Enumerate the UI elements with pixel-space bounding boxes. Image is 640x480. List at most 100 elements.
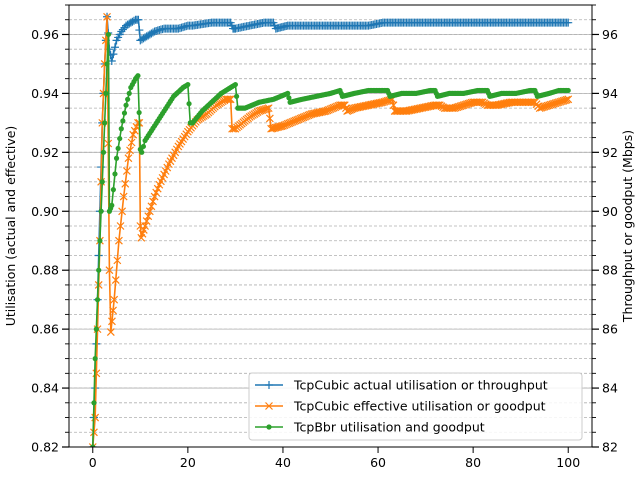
data-point [119, 192, 128, 201]
y-right-tick-label: 90 [602, 204, 618, 219]
legend-item: TcpCubic actual utilisation or throughpu… [255, 378, 548, 393]
data-point [104, 139, 113, 148]
data-point [265, 402, 273, 410]
data-point [109, 306, 117, 315]
data-point [475, 98, 484, 107]
data-point [228, 124, 237, 133]
data-point [286, 95, 292, 101]
series-2 [88, 12, 573, 447]
data-point [127, 138, 136, 147]
y-left-tick-label: 0.94 [31, 86, 59, 101]
data-point [136, 109, 142, 116]
data-point [562, 95, 571, 104]
data-point [226, 95, 235, 104]
data-point [112, 171, 118, 177]
data-point [225, 95, 233, 104]
x-tick-label: 40 [275, 455, 291, 470]
data-point [106, 328, 115, 337]
data-point [264, 104, 273, 113]
data-point [100, 149, 107, 155]
y-left-tick-label: 0.88 [31, 263, 59, 278]
data-point [270, 124, 278, 132]
data-point [99, 179, 105, 185]
data-point [147, 202, 156, 211]
data-point [109, 50, 118, 59]
series-1 [88, 12, 573, 447]
data-point [103, 12, 111, 21]
data-point [120, 118, 126, 124]
data-point [109, 202, 115, 208]
data-point [125, 96, 131, 102]
data-point [141, 222, 149, 230]
data-point [118, 126, 124, 132]
data-point [135, 73, 141, 79]
x-tick-label: 60 [370, 455, 386, 470]
y-right-tick-label: 88 [602, 263, 618, 278]
data-point [265, 381, 273, 389]
data-point [124, 154, 133, 163]
x-tick-label: 0 [89, 455, 97, 470]
data-point [121, 110, 128, 116]
y-left-tick-label: 0.96 [31, 27, 59, 42]
data-point [565, 87, 571, 94]
data-point [105, 31, 112, 38]
data-point [94, 297, 101, 303]
legend-box [248, 372, 583, 441]
data-point [149, 197, 157, 206]
data-point [145, 207, 154, 216]
data-point [122, 167, 131, 175]
data-point [271, 123, 280, 132]
legend-label: TcpCubic effective utilisation or goodpu… [293, 399, 546, 414]
y-left-tick-label: 0.92 [31, 145, 59, 160]
data-point [113, 256, 122, 265]
data-point [448, 104, 457, 113]
data-point [126, 90, 132, 96]
data-point [263, 104, 272, 113]
data-point [117, 135, 123, 142]
data-point [96, 267, 102, 273]
data-point [110, 295, 119, 304]
axes: 0.82 0.84 0.86 0.88 0.90 0.92 0.94 0.96 82 84 86 88… [31, 4, 618, 470]
y-right-tick-label: 94 [602, 86, 618, 101]
data-point [265, 114, 274, 123]
data-point [527, 98, 536, 107]
data-point [126, 146, 134, 155]
data-point [116, 222, 125, 230]
data-point [432, 101, 441, 110]
data-point [185, 81, 191, 88]
y-right-tick-label: 82 [602, 440, 618, 455]
data-point [267, 124, 275, 133]
data-point [121, 179, 130, 188]
data-point [564, 18, 573, 27]
data-point [223, 95, 232, 104]
data-point [186, 101, 192, 107]
data-point [108, 317, 116, 326]
data-point [102, 120, 108, 126]
data-point [123, 102, 129, 108]
data-point [285, 90, 291, 96]
data-point [564, 95, 573, 104]
legend-label: TcpCubic actual utilisation or throughpu… [293, 378, 548, 393]
data-point [105, 266, 114, 275]
data-point [90, 444, 96, 447]
data-point [268, 124, 277, 133]
y-left-tick-label: 0.84 [31, 381, 59, 396]
data-point [113, 155, 120, 161]
data-point [140, 143, 147, 150]
data-point [115, 145, 121, 152]
y-axis-right-label: Throughput or goodput (Mbps) [620, 130, 635, 323]
data-point [273, 123, 281, 132]
x-tick-label: 100 [556, 455, 580, 470]
data-point [110, 43, 119, 52]
y-right-tick-label: 92 [602, 145, 618, 160]
data-point [111, 276, 120, 284]
y-right-tick-label: 84 [602, 381, 618, 396]
legend-item: TcpBbr utilisation and goodput [255, 420, 485, 435]
y-right-tick-label: 86 [602, 322, 618, 337]
data-point [232, 81, 239, 88]
legend-item: TcpCubic effective utilisation or goodpu… [255, 399, 546, 414]
x-tick-label: 20 [180, 455, 196, 470]
y-left-tick-label: 0.86 [31, 322, 59, 337]
data-point [114, 236, 123, 245]
